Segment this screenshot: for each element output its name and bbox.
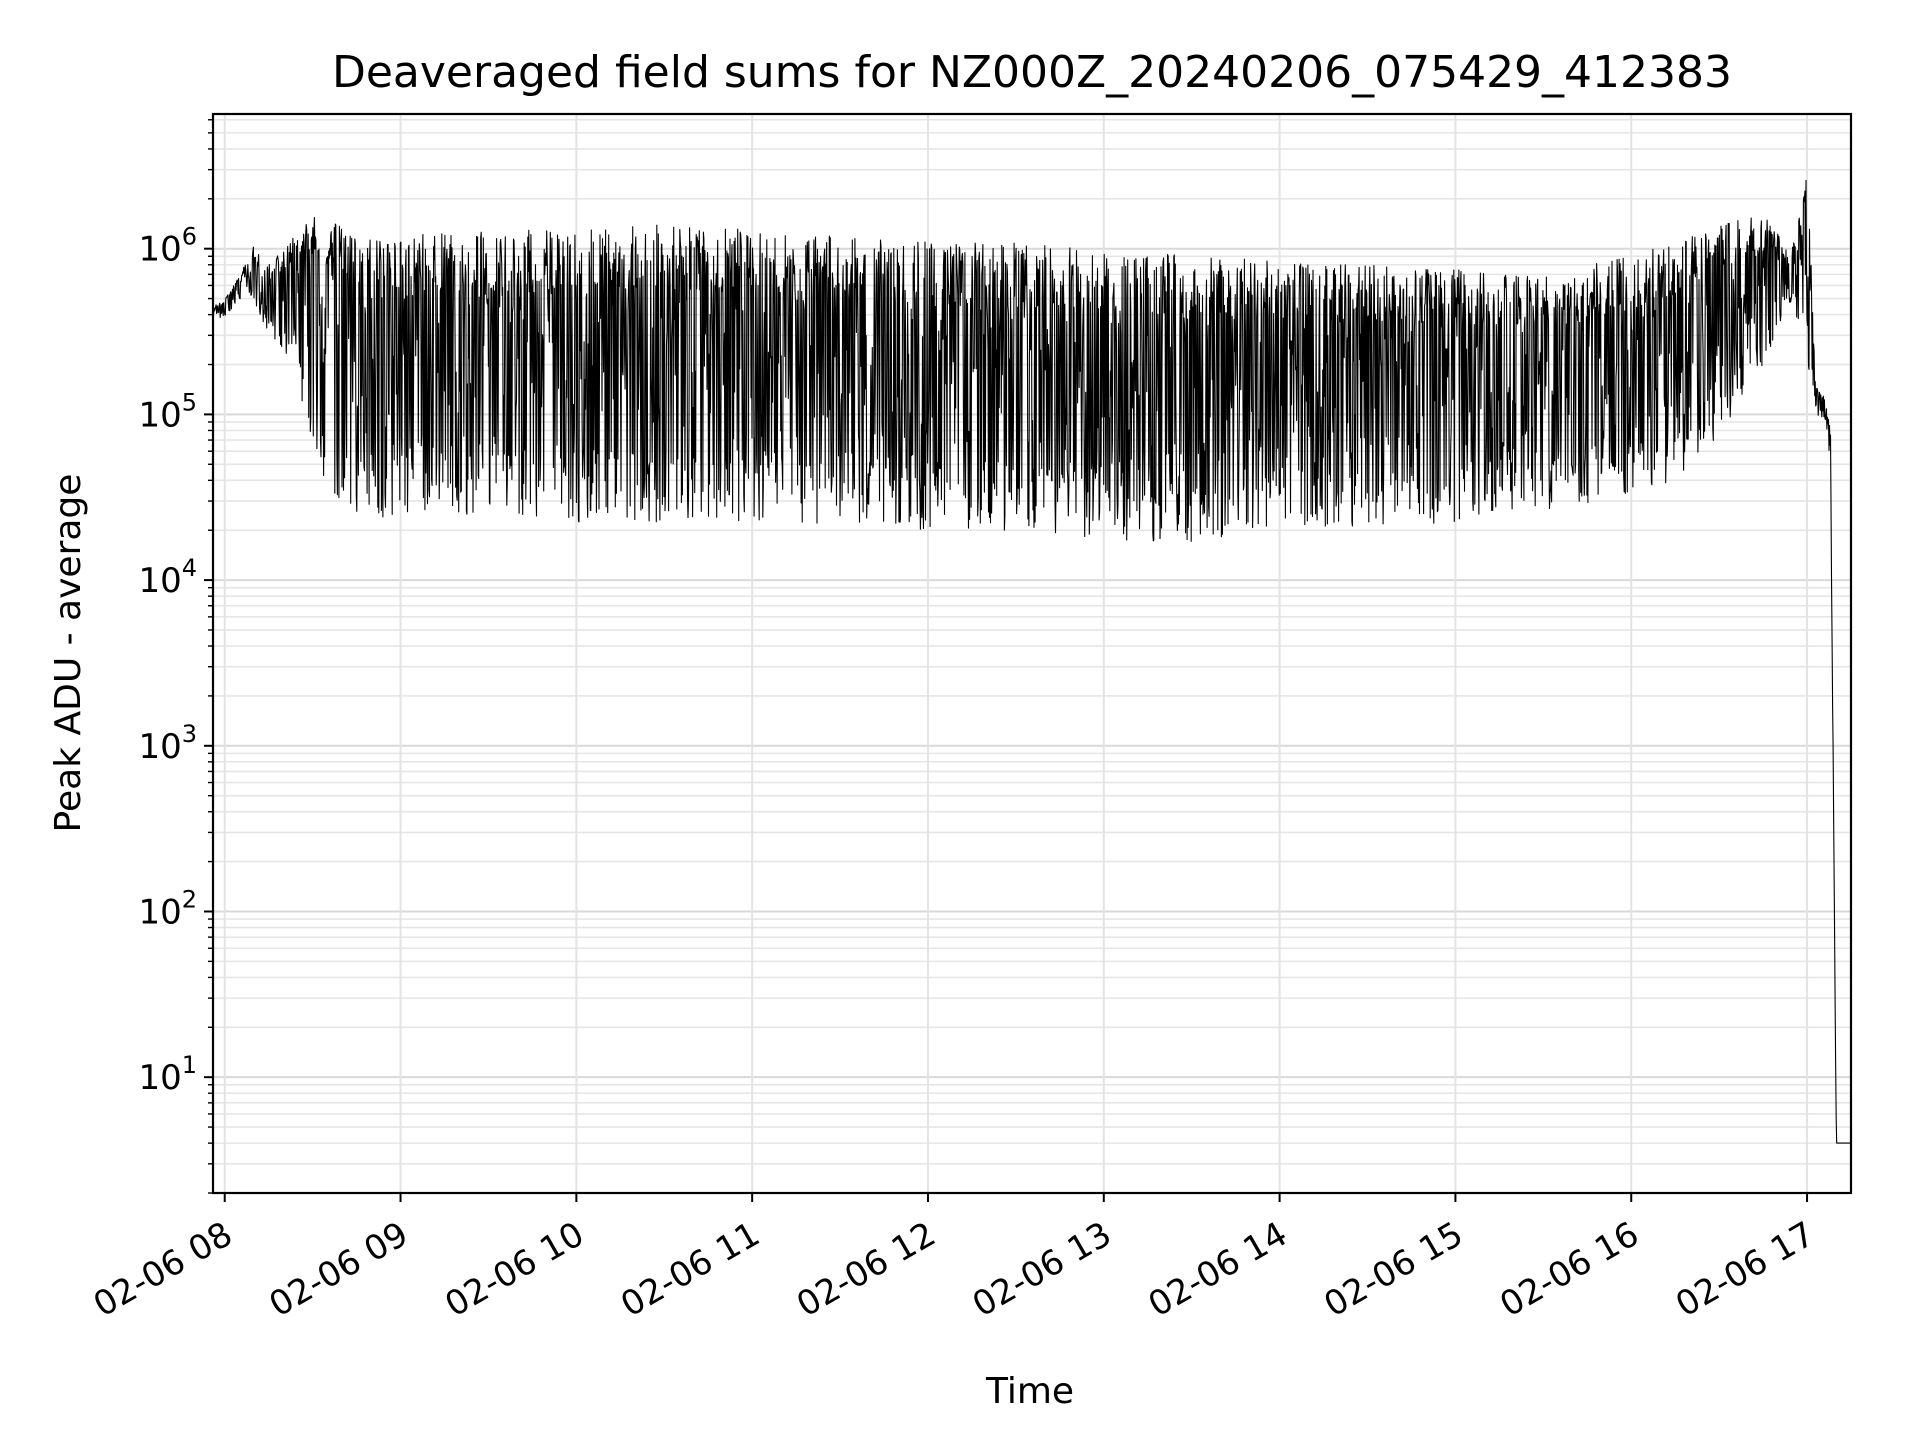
y-tick-exponent: 4 xyxy=(182,554,197,582)
y-tick-label: 102 xyxy=(138,885,197,932)
x-axis-label: Time xyxy=(985,1371,1074,1412)
y-tick-exponent: 1 xyxy=(182,1051,197,1079)
grid-lines xyxy=(213,114,1851,1194)
series-layer xyxy=(212,179,1852,1144)
y-axis-label: Peak ADU - average xyxy=(48,474,89,833)
y-tick-label: 103 xyxy=(138,720,197,767)
y-tick-exponent: 2 xyxy=(182,885,197,913)
y-tick-base: 10 xyxy=(138,1058,181,1098)
plot-area-frame xyxy=(211,112,1853,1195)
y-tick-label: 101 xyxy=(138,1051,197,1098)
y-tick-exponent: 6 xyxy=(182,223,197,251)
series-line xyxy=(212,179,1852,1144)
y-tick-exponent: 5 xyxy=(182,388,197,416)
y-tick-base: 10 xyxy=(138,561,181,601)
chart-title: Deaveraged field sums for NZ000Z_2024020… xyxy=(332,47,1732,98)
y-tick-label: 104 xyxy=(138,554,197,601)
y-tick-exponent: 3 xyxy=(182,720,197,748)
axis-ticks xyxy=(204,119,1809,1202)
y-tick-label: 105 xyxy=(138,388,197,435)
y-tick-label: 106 xyxy=(138,223,197,270)
y-tick-base: 10 xyxy=(138,395,181,435)
y-tick-base: 10 xyxy=(138,727,181,767)
y-tick-base: 10 xyxy=(138,230,181,270)
y-tick-base: 10 xyxy=(138,892,181,932)
